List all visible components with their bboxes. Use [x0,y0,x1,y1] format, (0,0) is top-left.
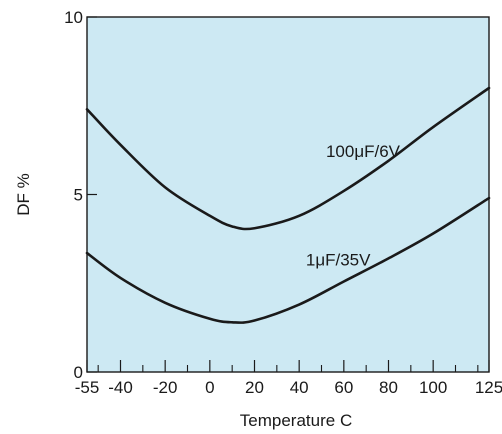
x-tick-label: -20 [153,378,178,397]
y-tick-label: 5 [74,186,83,205]
x-tick-label: 125 [475,378,502,397]
series-labels: 100μF/6V 1μF/35V [306,142,401,269]
x-tick-label: 40 [290,378,309,397]
series-line-0 [85,86,491,231]
axis-ticks: -55 -40 -20 0 20 40 60 80 100 125 0 5 10 [64,8,502,397]
series-layer [85,86,491,324]
plot-area [87,17,489,372]
y-axis-title: DF % [14,173,33,216]
series-line-1 [85,196,491,324]
x-tick-label: 80 [379,378,398,397]
x-tick-label: 100 [419,378,447,397]
series-label-1uf: 1μF/35V [306,251,371,270]
x-tick-label: -55 [75,378,100,397]
y-tick-label: 0 [74,363,83,382]
x-tick-label: 20 [245,378,264,397]
x-tick-label: 60 [334,378,353,397]
x-axis-title: Temperature C [240,411,352,430]
x-tick-label: -40 [108,378,133,397]
series-label-100uf: 100μF/6V [326,142,401,161]
x-tick-label: 0 [205,378,214,397]
y-tick-label: 10 [64,8,83,27]
